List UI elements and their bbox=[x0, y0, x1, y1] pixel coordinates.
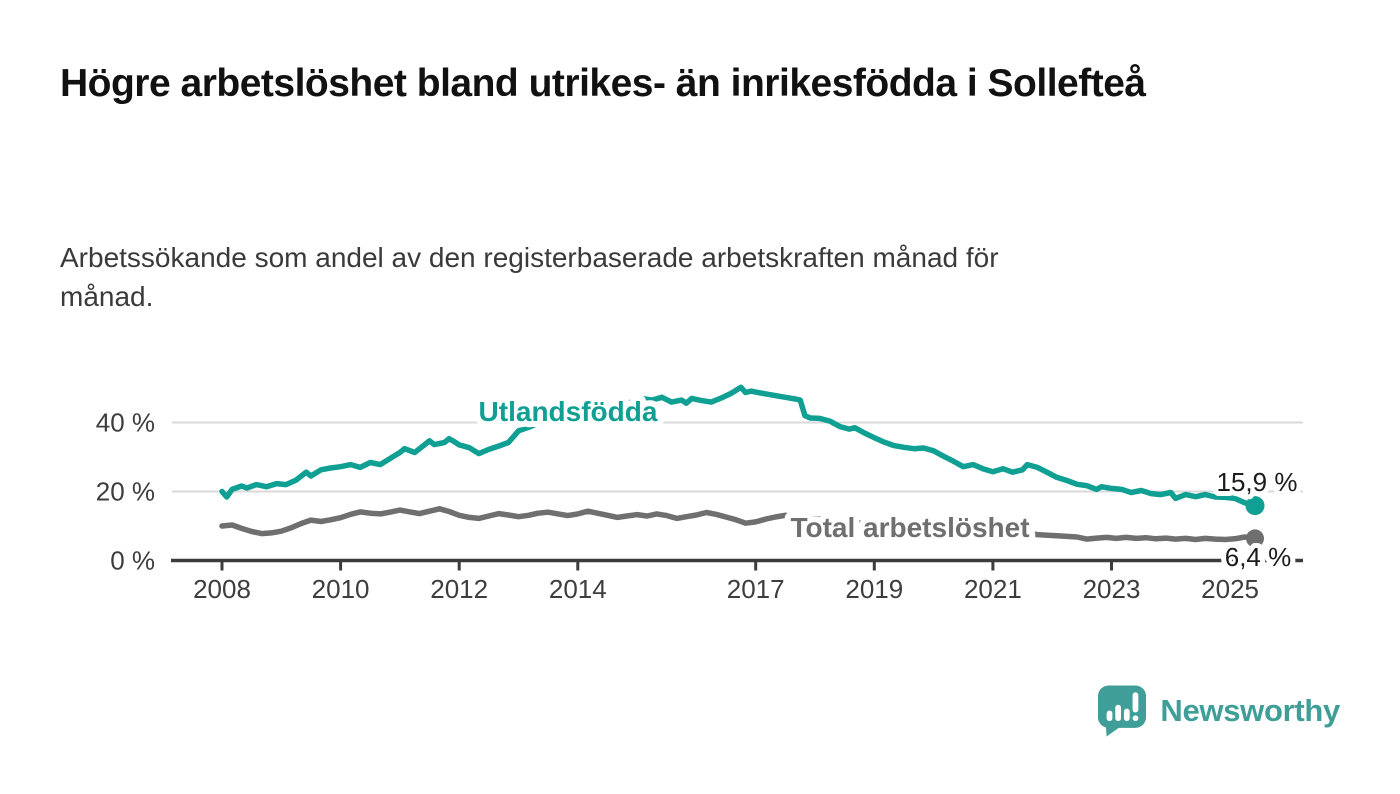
x-tick-label-2008: 2008 bbox=[193, 574, 251, 604]
x-tick-label-2025: 2025 bbox=[1201, 574, 1259, 604]
x-tick-label-2014: 2014 bbox=[549, 574, 607, 604]
y-tick-label-0: 0 % bbox=[110, 546, 155, 576]
chart-title: Högre arbetslöshet bland utrikes- än inr… bbox=[60, 62, 1146, 105]
newsworthy-brand: Newsworthy bbox=[1097, 684, 1340, 738]
chart-subtitle: Arbetssökande som andel av den registerb… bbox=[60, 242, 999, 313]
series-line-utlandsfodda bbox=[219, 384, 1258, 509]
x-tick-label-2021: 2021 bbox=[964, 574, 1022, 604]
x-tick-label-2012: 2012 bbox=[430, 574, 488, 604]
series-line-total bbox=[219, 506, 1258, 543]
x-tick-label-2023: 2023 bbox=[1083, 574, 1141, 604]
series-end-dot-utlandsfodda bbox=[1245, 496, 1265, 516]
newsworthy-logo-icon bbox=[1098, 685, 1147, 737]
end-value-label-total: 6,4 % bbox=[1225, 542, 1292, 572]
x-tick-label-2017: 2017 bbox=[727, 574, 785, 604]
series-end-dot-total bbox=[1246, 529, 1265, 548]
y-tick-label-40: 40 % bbox=[96, 408, 155, 438]
y-tick-label-20: 20 % bbox=[96, 477, 155, 507]
newsworthy-wordmark: Newsworthy bbox=[1160, 693, 1340, 728]
end-value-label-utlandsfodda: 15,9 % bbox=[1217, 467, 1298, 497]
x-tick-label-2019: 2019 bbox=[845, 574, 903, 604]
x-tick-label-2010: 2010 bbox=[312, 574, 370, 604]
series-label-total: Total arbetslöshet bbox=[790, 512, 1029, 543]
line-chart: 2008 2010 2012 2014 2017 2019 2021 2023 2025 0 % 2… bbox=[96, 384, 1303, 604]
series-label-utlandsfodda: Utlandsfödda bbox=[479, 396, 658, 427]
